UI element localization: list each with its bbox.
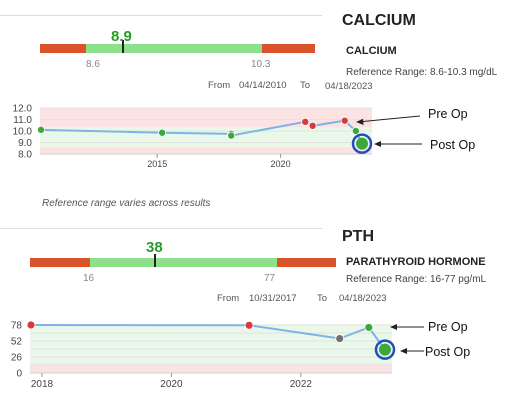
calcium-pre-op-arrowhead <box>356 118 364 125</box>
calcium-current-value: 8.9 <box>111 28 132 45</box>
calcium-current-marker <box>122 40 124 53</box>
calcium-to-label: To <box>300 80 311 91</box>
calcium-range-bar <box>40 40 315 53</box>
pth-ytick-label: 0 <box>16 369 22 380</box>
calcium-ytick-label: 10.0 <box>13 127 33 138</box>
calcium-from-label: From <box>208 80 231 91</box>
calcium-top-divider <box>0 15 322 16</box>
calcium-post-op-highlight-ring <box>351 133 373 154</box>
pth-title: PTH <box>342 228 374 245</box>
calcium-low-band <box>40 147 372 154</box>
calcium-high-band <box>40 108 372 128</box>
pth-xtick-label: 2018 <box>31 379 54 390</box>
calcium-ytick-label: 8.0 <box>18 150 32 161</box>
pth-range-low-segment <box>30 258 90 267</box>
calcium-ytick-label: 11.0 <box>13 115 32 126</box>
pth-ytick-label: 78 <box>11 321 23 332</box>
pth-data-point[interactable] <box>364 323 374 332</box>
calcium-pre-op-label: Pre Op <box>428 107 468 121</box>
calcium-chart: 12.011.010.09.08.0 2015 2020 <box>13 104 373 169</box>
pth-post-op-highlight-ring <box>374 339 396 360</box>
calcium-annotation-arrows <box>356 115 422 147</box>
calcium-range-low-label: 8.6 <box>86 59 100 70</box>
calcium-xtick-label: 2020 <box>271 159 291 169</box>
calcium-post-op-label: Post Op <box>430 138 476 152</box>
pth-ytick-label: 52 <box>11 337 23 348</box>
pth-current-marker <box>154 254 156 267</box>
calcium-post-op-point[interactable] <box>356 137 368 150</box>
pth-low-band <box>30 363 392 373</box>
calcium-ytick-label: 12.0 <box>13 104 33 115</box>
pth-range-high-segment <box>277 258 336 267</box>
pth-data-point[interactable] <box>244 320 254 330</box>
calcium-data-point[interactable] <box>308 121 317 130</box>
calcium-to-date[interactable]: 04/18/2023 <box>325 81 373 92</box>
pth-post-op-arrowhead <box>400 348 407 354</box>
calcium-reference-range: Reference Range: 8.6-10.3 mg/dL <box>346 67 498 78</box>
calcium-from-date[interactable]: 04/14/2010 <box>239 80 287 91</box>
pth-from-date[interactable]: 10/31/2017 <box>249 293 297 304</box>
pth-range-bar <box>30 254 336 267</box>
calcium-range-high-segment <box>262 44 315 53</box>
calcium-title: CALCIUM <box>342 12 416 29</box>
pth-top-divider <box>0 228 322 229</box>
calcium-note: Reference range varies across results <box>42 198 211 209</box>
pth-post-op-label: Post Op <box>425 345 471 359</box>
pth-to-date[interactable]: 04/18/2023 <box>339 293 387 304</box>
calcium-range-low-segment <box>40 44 86 53</box>
pth-current-value: 38 <box>146 239 163 256</box>
calcium-data-point[interactable] <box>340 116 349 125</box>
calcium-range-normal-segment <box>86 44 262 53</box>
pth-range-high-label: 77 <box>264 273 276 284</box>
calcium-range-high-label: 10.3 <box>251 59 271 70</box>
calcium-data-point[interactable] <box>227 131 236 140</box>
pth-to-label: To <box>317 293 328 304</box>
pth-normal-band <box>30 325 392 364</box>
pth-range-low-label: 16 <box>83 273 95 284</box>
pth-range-normal-segment <box>90 258 277 267</box>
pth-annotation-arrows <box>390 324 424 354</box>
calcium-subtitle: CALCIUM <box>346 45 397 57</box>
calcium-pre-op-arrow <box>357 115 421 123</box>
pth-reference-range: Reference Range: 16-77 pg/mL <box>346 274 487 285</box>
pth-from-label: From <box>217 293 240 304</box>
pth-pre-op-arrowhead <box>390 324 397 330</box>
pth-data-point[interactable] <box>26 320 36 330</box>
pth-xtick-label: 2022 <box>290 379 313 390</box>
calcium-data-point[interactable] <box>158 128 167 137</box>
calcium-xtick-label: 2015 <box>147 159 167 169</box>
pth-xtick-label: 2020 <box>160 379 183 390</box>
calcium-data-point[interactable] <box>351 126 360 135</box>
calcium-ytick-label: 9.0 <box>18 138 32 149</box>
calcium-post-op-arrowhead <box>374 141 381 147</box>
pth-post-op-point[interactable] <box>379 343 391 356</box>
pth-chart: 78 52 26 0 2018 2020 2022 <box>11 320 396 390</box>
pth-subtitle: PARATHYROID HORMONE <box>346 256 486 268</box>
pth-data-point[interactable] <box>335 334 345 343</box>
calcium-data-point[interactable] <box>37 125 46 134</box>
pth-ytick-label: 26 <box>11 353 23 364</box>
calcium-data-point[interactable] <box>301 117 310 126</box>
pth-pre-op-label: Pre Op <box>428 320 468 334</box>
